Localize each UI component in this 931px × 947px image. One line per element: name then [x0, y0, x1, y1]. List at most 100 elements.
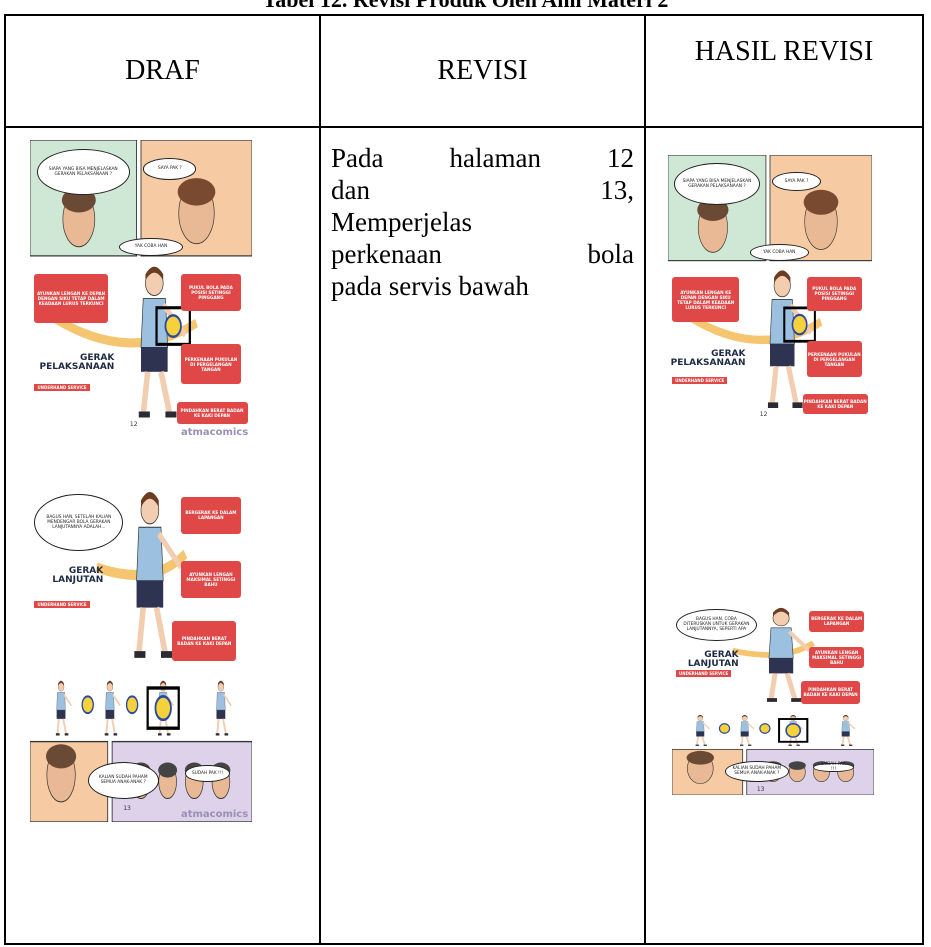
- caption-box: PINDAHKAN BERAT BADAN KE KAKI DEPAN: [801, 681, 860, 704]
- figure: [740, 714, 755, 746]
- arm: [787, 630, 811, 652]
- legs: [140, 370, 173, 416]
- comic-subheading: UNDERHAND SERVICE: [34, 600, 90, 608]
- comic-page: BAGUS HAN, SETELAH KALIAN MENDENGAR BOLA…: [30, 487, 252, 822]
- comic-page: SIAPA YANG BISA MENJELASKAN GERAKAN PELA…: [30, 140, 252, 445]
- note-line: perkenaan bola: [331, 239, 634, 269]
- hair: [177, 178, 216, 206]
- comic-page: BAGUS HAN, COBA DITERUSKAN UNTUK GERAKAN…: [672, 605, 874, 795]
- legs: [769, 365, 799, 407]
- arm: [847, 722, 856, 730]
- legs: [768, 672, 798, 701]
- hair: [686, 750, 715, 765]
- shorts: [105, 710, 115, 719]
- hair: [141, 492, 159, 508]
- caption-box: AYUNKAN LENGAN KE DEPAN DENGAN SIKU TETA…: [672, 277, 740, 322]
- legs: [56, 718, 68, 735]
- comic-page: SIAPA YANG BISA MENJELASKAN GERAKAN PELA…: [668, 155, 872, 433]
- comic-heading: GERAK LANJUTAN: [52, 566, 104, 586]
- caption-box: PUKUL BOLA PADA POSISI SETINGGI PINGGANG: [806, 277, 862, 311]
- hair: [217, 680, 224, 686]
- revision-cell: Pada halaman 12 dan 13, Memperjelas perkena…: [319, 126, 646, 945]
- figure: [104, 680, 121, 736]
- figure: [138, 266, 187, 418]
- revision-note: Pada halaman 12 dan 13, Memperjelas perkena…: [321, 128, 644, 302]
- highlight-box: [778, 718, 809, 743]
- caption-box: BERGERAK KE DALAM LAPANGAN: [809, 610, 864, 632]
- legs: [136, 606, 169, 656]
- arm: [702, 722, 711, 730]
- speech-bubble: BAGUS HAN, COBA DITERUSKAN UNTUK GERAKAN…: [676, 608, 757, 642]
- header-row: DRAF REVISI HASIL REVISI: [4, 14, 924, 128]
- speech-bubble: YAK COBA HAN: [118, 237, 184, 256]
- note-line: Pada halaman 12: [331, 143, 634, 173]
- arm: [157, 531, 183, 570]
- caption-box: PINDAHKAN BERAT BADAN KE KAKI DEPAN: [176, 402, 248, 424]
- shorts: [768, 658, 794, 674]
- shirt: [136, 526, 164, 582]
- note-line: Memperjelas: [331, 207, 472, 237]
- ball: [154, 695, 172, 722]
- figure: [695, 714, 711, 746]
- caption-box: PINDAHKAN BERAT BADAN KE KAKI DEPAN: [802, 394, 868, 414]
- comic-art: [668, 155, 872, 408]
- legs: [105, 718, 116, 735]
- caption-box: PINDAHKAN BERAT BADAN KE KAKI DEPAN: [172, 621, 237, 662]
- shorts: [136, 580, 164, 608]
- comic-heading: GERAK PELAKSANAAN: [39, 352, 115, 372]
- page-number: 13: [123, 805, 131, 813]
- comic-heading: GERAK PELAKSANAAN: [670, 348, 746, 368]
- shorts: [770, 344, 795, 367]
- comic-subheading: UNDERHAND SERVICE: [34, 384, 90, 391]
- header-cell: HASIL REVISI: [644, 14, 924, 128]
- page-number: 13: [756, 785, 765, 793]
- hair: [742, 714, 748, 718]
- shorts: [216, 710, 226, 719]
- hair: [160, 680, 167, 686]
- caption-box: PERKENAAN PUKULAN DI PERGELANGAN TANGAN: [806, 341, 862, 378]
- highlight-box: [155, 306, 191, 346]
- figure: [134, 492, 183, 658]
- legs: [696, 736, 706, 746]
- caption: Tabel 12. Revisi Produk Oleh Ahli Materi…: [0, 0, 931, 13]
- shorts: [740, 731, 749, 737]
- hair: [803, 189, 839, 215]
- caption-box: AYUNKAN LENGAN KE DEPAN DENGAN SIKU TETA…: [34, 274, 108, 323]
- hair: [158, 762, 178, 778]
- caption-box: PERKENAAN PUKULAN DI PERGELANGAN TANGAN: [180, 344, 241, 384]
- speech-bubble: KALIAN SUDAH PAHAM SEMUA ANAK-ANAK ?: [724, 760, 790, 782]
- highlight-box: [146, 686, 180, 730]
- hair: [788, 761, 806, 770]
- hair: [106, 680, 113, 686]
- speech-bubble: SIAPA YANG BISA MENJELASKAN GERAKAN PELA…: [36, 149, 130, 195]
- hair: [774, 270, 791, 283]
- shorts: [141, 347, 168, 372]
- hair: [145, 266, 164, 281]
- arm: [746, 722, 755, 730]
- speech-bubble: SAYA PAK ?: [772, 171, 821, 192]
- comic-subheading: UNDERHAND SERVICE: [672, 377, 728, 385]
- speech-bubble: SUDAH PAK !!!: [813, 763, 854, 772]
- comic-subheading: UNDERHAND SERVICE: [676, 669, 732, 677]
- caption-box: AYUNKAN LENGAN MAKSIMAL SETINGGI BAHU: [809, 646, 864, 668]
- ball: [164, 314, 182, 338]
- ball: [125, 695, 139, 715]
- arm: [223, 693, 232, 707]
- figure: [766, 607, 811, 702]
- speech-bubble: SUDAH PAK !!!: [185, 765, 230, 782]
- watermark: atmacomics: [180, 808, 249, 820]
- hair: [697, 714, 703, 718]
- shorts: [696, 731, 705, 737]
- note-line: dan 13,: [331, 175, 634, 205]
- highlight-box: [783, 306, 816, 343]
- caption-box: BERGERAK KE DALAM LAPANGAN: [180, 497, 241, 534]
- page-number: 12: [759, 410, 768, 418]
- caption-box: PUKUL BOLA PADA POSISI SETINGGI PINGGANG: [180, 274, 241, 311]
- ball: [718, 723, 731, 734]
- figure: [55, 680, 72, 736]
- note-line: pada servis bawah: [331, 271, 529, 301]
- figure: [841, 714, 856, 746]
- header-cell: DRAF: [4, 14, 321, 128]
- hair: [790, 714, 796, 718]
